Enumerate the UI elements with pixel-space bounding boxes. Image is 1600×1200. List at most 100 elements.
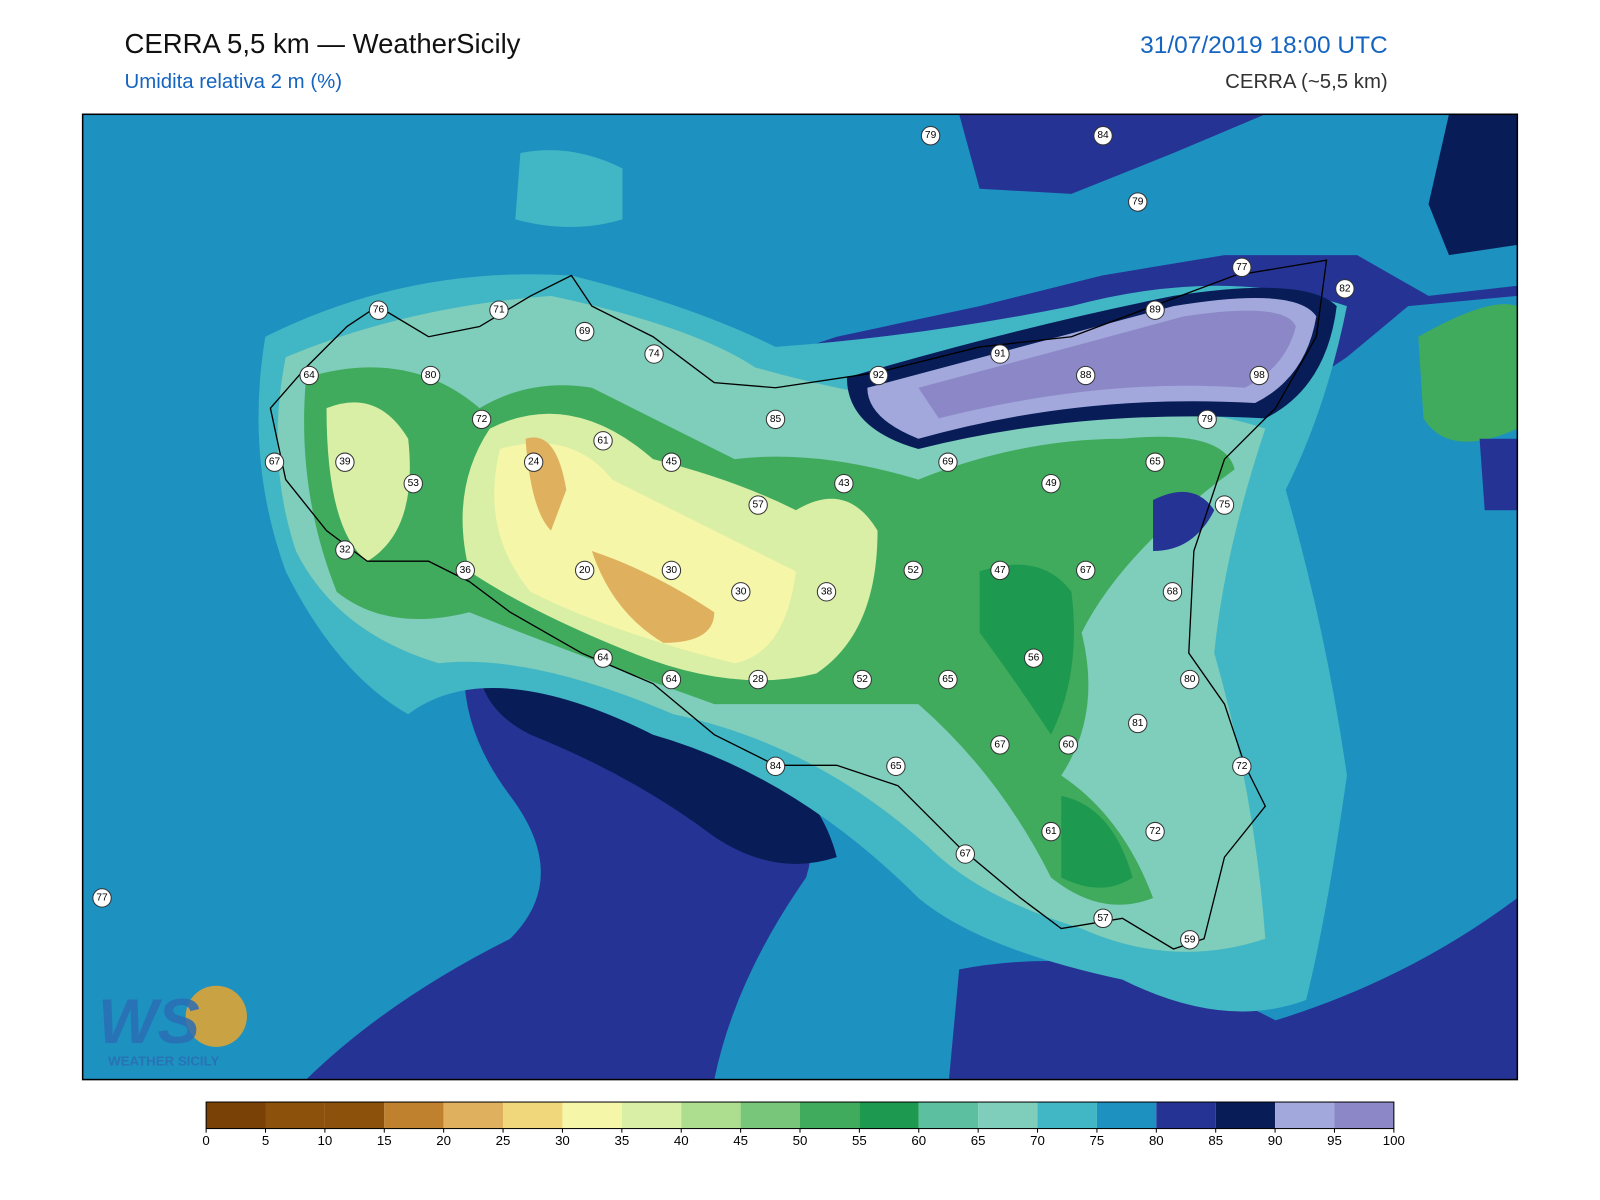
station: 65 (938, 669, 958, 690)
station-marker (1232, 756, 1252, 777)
station-marker (403, 473, 423, 494)
subtitle: Umidita relativa 2 m (%) (124, 71, 342, 93)
station-value: 52 (908, 565, 920, 576)
station: 72 (1232, 756, 1252, 777)
station-marker (593, 648, 613, 668)
station-value: 43 (838, 478, 850, 489)
colorbar-segment (918, 1102, 979, 1129)
colorbar-segment (1275, 1102, 1335, 1129)
station: 72 (471, 409, 492, 430)
station: 57 (748, 495, 768, 515)
station-value: 68 (1167, 586, 1179, 597)
colorbar-tick-label: 40 (674, 1133, 689, 1148)
station: 67 (955, 844, 975, 864)
station-marker (420, 365, 441, 386)
station-value: 98 (1254, 370, 1266, 381)
station-value: 60 (1063, 739, 1075, 750)
station-marker (368, 300, 389, 320)
colorbar-segment (621, 1102, 682, 1129)
station-value: 71 (493, 305, 505, 316)
station-value: 77 (96, 892, 108, 903)
station-value: 85 (770, 414, 782, 425)
station-marker (990, 735, 1010, 755)
station: 64 (661, 669, 682, 690)
colorbar-segment (503, 1102, 563, 1129)
field-region (948, 897, 1518, 1080)
colorbar-tick-label: 30 (555, 1133, 570, 1148)
colorbar-segment (562, 1102, 622, 1129)
station-marker (1162, 582, 1183, 602)
colorbar-tick-label: 35 (614, 1133, 629, 1148)
station-marker (765, 409, 786, 430)
station-layer: 79 84 79 77 82 89 76 71 69 74 91 64 80 92 88 98 72 85 79 61… (92, 126, 1355, 950)
station-value: 64 (304, 370, 316, 381)
station-value: 89 (1149, 305, 1161, 316)
station: 80 (420, 365, 441, 386)
field-region (1153, 438, 1518, 552)
station-marker (852, 669, 872, 690)
station: 52 (852, 669, 872, 690)
station-marker (938, 452, 958, 472)
colorbar-segment (978, 1102, 1038, 1129)
station-marker (1232, 257, 1252, 278)
station-value: 74 (648, 349, 660, 360)
map-frame (81, 113, 1519, 1081)
station: 38 (816, 582, 837, 602)
colorbar-tick-label: 45 (733, 1133, 748, 1148)
station: 79 (1128, 192, 1148, 212)
station-value: 61 (1045, 826, 1057, 837)
colorbar-tick-label: 0 (202, 1133, 209, 1148)
field-region (979, 564, 1133, 888)
station-marker (748, 669, 768, 690)
model-label: CERRA (~5,5 km) (1225, 71, 1388, 93)
station-value: 30 (735, 586, 747, 597)
station-value: 72 (476, 414, 488, 425)
station-marker (574, 321, 595, 342)
station-marker (955, 844, 975, 864)
station: 81 (1128, 713, 1148, 734)
station: 57 (1093, 908, 1113, 929)
station-marker (661, 452, 682, 472)
station-marker (1041, 473, 1061, 494)
station-value: 30 (666, 565, 678, 576)
station-value: 38 (821, 586, 833, 597)
station-value: 67 (269, 457, 281, 468)
station-marker (920, 126, 941, 146)
station-value: 64 (597, 653, 609, 664)
colorbar-tick-label: 85 (1208, 1133, 1223, 1148)
colorbar-segment (1156, 1102, 1216, 1129)
coastline (269, 259, 1328, 950)
colorbar-segment (384, 1102, 444, 1129)
station: 79 (920, 126, 941, 146)
station-marker (1128, 192, 1148, 212)
datetime: 31/07/2019 18:00 UTC (1140, 32, 1388, 59)
station-marker (92, 888, 112, 908)
station-marker (1023, 648, 1044, 668)
station: 89 (1145, 300, 1165, 320)
station-marker (1145, 821, 1165, 842)
station: 45 (661, 452, 682, 472)
station-value: 84 (1097, 130, 1109, 141)
station-value: 20 (579, 565, 591, 576)
station: 72 (1145, 821, 1165, 842)
station-value: 80 (1184, 674, 1196, 685)
station-marker (990, 344, 1010, 364)
colorbar-tick-label: 10 (318, 1133, 333, 1148)
station-value: 92 (873, 370, 885, 381)
station-value: 47 (994, 565, 1006, 576)
station-marker (335, 452, 355, 472)
station-value: 65 (942, 674, 954, 685)
station: 92 (868, 365, 889, 386)
station-value: 67 (994, 739, 1006, 750)
station: 67 (1076, 560, 1096, 581)
station: 75 (1214, 495, 1235, 515)
station-marker (1335, 279, 1355, 299)
station-marker (574, 560, 595, 581)
station-value: 49 (1045, 478, 1057, 489)
station-marker (868, 365, 889, 386)
station-marker (471, 409, 492, 430)
logo-text: WEATHER SICILY (108, 1053, 219, 1068)
station: 77 (92, 888, 112, 908)
station: 82 (1335, 279, 1355, 299)
colorbar-tick-label: 55 (852, 1133, 867, 1148)
